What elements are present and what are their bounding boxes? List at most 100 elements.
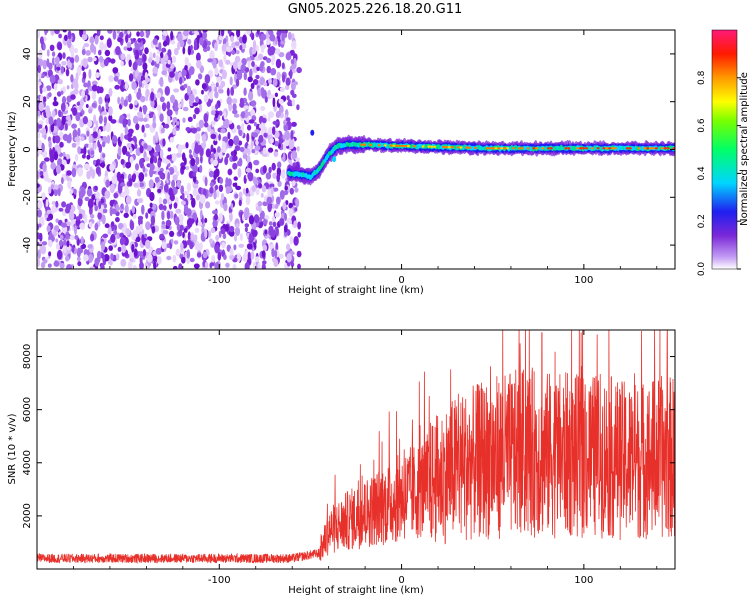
spectrogram-cell: [177, 103, 182, 109]
spectrogram-cell: [127, 42, 132, 48]
spectrogram-cell: [46, 58, 50, 68]
spectrogram-cell: [74, 54, 80, 63]
spectrogram-cell: [218, 184, 224, 192]
spectrogram-cell: [135, 236, 141, 242]
spectrogram-cell: [266, 38, 271, 46]
spectrogram-cell: [166, 155, 172, 160]
spectrogram-cell: [195, 132, 201, 142]
spectrogram-cell: [293, 81, 298, 86]
spectrogram-cell: [280, 30, 287, 34]
spectrogram-cell: [37, 130, 40, 139]
spectrogram-cell: [38, 124, 43, 129]
spectrogram-cell: [37, 209, 42, 218]
spectrogram-cell: [363, 143, 367, 146]
spectrogram-cell: [278, 98, 284, 105]
spectrogram-cell: [56, 249, 63, 260]
spectrogram-cell: [270, 68, 277, 76]
spectrogram-cell: [108, 87, 113, 97]
spectrogram-cell: [98, 115, 103, 124]
spectrogram-cell: [73, 47, 78, 54]
spectrogram-cell: [37, 110, 41, 117]
spectrogram-cell: [98, 96, 103, 105]
snr-y-tick-label: 8000: [22, 344, 33, 369]
spectrogram-cell: [76, 237, 80, 246]
spectrogram-cell: [110, 119, 117, 124]
snr-y-tick-label: 6000: [22, 397, 33, 422]
spectrogram-cell: [221, 69, 227, 80]
spectrogram-cell: [232, 155, 236, 162]
spectrogram-cell: [87, 119, 93, 128]
spectrogram-cell: [149, 156, 154, 166]
spectrogram-cell: [141, 234, 145, 244]
spectrogram-cell: [172, 174, 178, 182]
spectrogram-cell: [90, 169, 96, 179]
spectrogram-cell: [407, 144, 410, 148]
spectrogram-cell: [103, 116, 108, 125]
spectrogram-cell: [48, 62, 53, 71]
spectrogram-cell: [276, 196, 281, 205]
spectrogram-cell: [98, 49, 102, 56]
spectrogram-cell: [110, 253, 114, 261]
spectrogram-cell: [503, 147, 507, 150]
spectrogram-cell: [236, 50, 240, 55]
spectrogram-cell: [93, 114, 97, 124]
spectrogram-cell: [180, 185, 185, 195]
spectrogram-cell: [430, 145, 434, 148]
spectrogram-cell: [81, 243, 86, 249]
spectrogram-cell: [71, 246, 75, 253]
spectrogram-cell: [226, 46, 231, 52]
spectrogram-cell: [163, 183, 169, 193]
spectrogram-cell: [234, 145, 241, 152]
spectrogram-cell: [268, 225, 274, 233]
spectrogram-cell: [162, 40, 168, 47]
spectrogram-cell: [235, 223, 240, 228]
spectrogram-cell: [215, 234, 220, 241]
spectrogram-cell: [37, 223, 40, 231]
spectrogram-cell: [39, 232, 43, 242]
spectrogram-cell: [53, 83, 58, 91]
spectrogram-cell: [263, 82, 268, 87]
spectrogram-cell: [253, 159, 260, 166]
spectrogram-cell: [663, 147, 667, 150]
spectrogram-cell: [113, 75, 119, 82]
spectrogram-cell: [98, 137, 102, 143]
spectrogram-cell: [45, 199, 49, 208]
spectrogram-cell: [167, 59, 171, 65]
spectrogram-cell: [286, 253, 292, 263]
spectrogram-cell: [241, 58, 247, 66]
spectrogram-cell: [209, 181, 214, 188]
spectrogram-cell: [242, 253, 248, 262]
spectrogram-cell: [138, 72, 143, 77]
spectrogram-cell: [660, 147, 664, 150]
spectrogram-cell: [68, 211, 75, 221]
spectrogram-cell: [86, 188, 93, 197]
spectrogram-cell: [97, 211, 102, 220]
spectrogram-cell: [214, 244, 220, 254]
spectrogram-cell: [120, 182, 126, 187]
spectrogram-cell: [58, 109, 62, 118]
spectrogram-cell: [176, 179, 181, 188]
spectrogram-cell: [261, 117, 267, 124]
spectrogram-cell: [95, 192, 101, 199]
spectrogram-cell: [244, 67, 250, 73]
spectrogram-cell: [37, 30, 41, 39]
spectrogram-cell: [222, 233, 227, 240]
spectrogram-cell: [248, 239, 254, 244]
spectrogram-cell: [208, 93, 213, 98]
spectrogram-cell: [124, 187, 130, 196]
spectrogram-cell: [166, 243, 170, 249]
spectrogram-cell: [87, 56, 93, 63]
spectrogram-cell: [84, 213, 88, 224]
spectrogram-cell: [94, 257, 100, 267]
colorbar-label: Normalized spectral amplitude: [739, 72, 750, 226]
spectrogram-cell: [272, 203, 275, 210]
spectrogram-cell: [276, 30, 282, 37]
spectrogram-cell: [287, 31, 292, 41]
spectrogram-cell: [260, 121, 266, 130]
spectrogram-cell: [284, 130, 291, 141]
spectrogram-cell: [654, 147, 658, 150]
spectrogram-cell: [269, 45, 275, 56]
spectrogram-cell: [273, 151, 279, 158]
spectrogram-cell: [252, 261, 257, 269]
spectrogram-cell: [262, 201, 268, 207]
